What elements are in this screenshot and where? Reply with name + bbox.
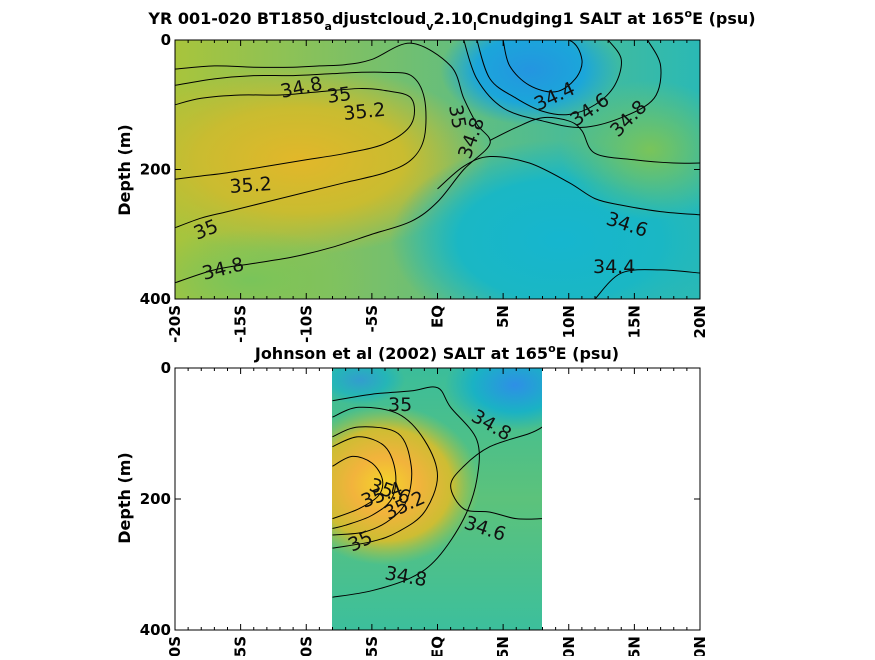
- x-tick-label: 5N: [494, 305, 512, 328]
- contour-label: 35: [388, 394, 412, 416]
- x-tick-label: 20N: [691, 305, 709, 338]
- contour-line-34.6: [476, 40, 622, 116]
- x-tick-label: -10S: [297, 305, 315, 343]
- x-tick-label: -10S: [297, 636, 315, 656]
- model-contour-lines: [175, 40, 700, 299]
- contour-line-35: [175, 71, 427, 229]
- y-tick-label: 400: [140, 621, 171, 639]
- model-panel: -20S -15S -10S -5S EQ 5N 10N 15N 20N 0 200 400 YR 0…: [115, 7, 756, 343]
- contour-line-35.2: [332, 426, 413, 536]
- y-tick-label: 0: [161, 359, 171, 377]
- contour-line-35.2: [175, 88, 416, 180]
- contour-label: 35: [326, 83, 353, 108]
- contour-label: 34.4: [593, 256, 635, 278]
- observed-title: Johnson et al (2002) SALT at 165oE (psu): [254, 342, 619, 363]
- observed-axis-ticks: -20S -15S -10S -5S EQ 5N 10N 15N 20N 0 200 400: [140, 359, 709, 660]
- x-tick-label: -15S: [232, 305, 250, 343]
- x-tick-label: 10N: [560, 636, 578, 656]
- x-tick-label: -15S: [232, 636, 250, 656]
- observed-y-axis-label: Depth (m): [115, 452, 134, 544]
- x-tick-label: 15N: [625, 305, 643, 338]
- model-axis-ticks: -20S -15S -10S -5S EQ 5N 10N 15N 20N 0 200 400: [140, 31, 709, 343]
- contour-line-34.6: [450, 426, 542, 520]
- contour-line-34.8: [489, 116, 700, 164]
- contour-line-35.6: [332, 455, 384, 520]
- model-y-axis-label: Depth (m): [115, 124, 134, 216]
- contour-line-34.8: [175, 42, 491, 284]
- x-tick-label: -20S: [166, 636, 184, 656]
- contour-line-35.4: [332, 436, 397, 529]
- contour-line-35: [332, 406, 439, 549]
- observed-salinity-field: [332, 368, 542, 630]
- contour-label: 35.2: [229, 173, 273, 198]
- contour-line-34.8: [463, 40, 662, 128]
- x-tick-label: -20S: [166, 305, 184, 343]
- x-tick-label: 5N: [494, 636, 512, 656]
- x-tick-label: EQ: [429, 636, 447, 656]
- contour-line-34.6: [437, 155, 700, 216]
- x-tick-label: EQ: [429, 305, 447, 328]
- x-tick-label: -5S: [363, 305, 381, 332]
- observation-panel: -20S -15S -10S -5S EQ 5N 10N 15N 20N 0 200 400 John…: [115, 342, 709, 660]
- y-tick-label: 200: [140, 490, 171, 508]
- y-tick-label: 200: [140, 161, 171, 179]
- observed-contour-lines: [332, 386, 542, 598]
- x-tick-label: 10N: [560, 305, 578, 338]
- contour-label: 35.2: [342, 99, 386, 125]
- contour-line-34.8: [332, 386, 480, 598]
- contour-line-34.4: [594, 269, 700, 299]
- model-title: YR 001-020 BT1850adjustcloudv2.10lCnudgi…: [147, 7, 755, 33]
- x-tick-label: 20N: [691, 636, 709, 656]
- contour-label: 35: [444, 103, 470, 131]
- y-tick-label: 0: [161, 31, 171, 49]
- contour-line-34.4: [502, 40, 583, 93]
- y-tick-label: 400: [140, 290, 171, 308]
- x-tick-label: -5S: [363, 636, 381, 656]
- x-tick-label: 15N: [625, 636, 643, 656]
- model-salinity-field: [175, 40, 700, 299]
